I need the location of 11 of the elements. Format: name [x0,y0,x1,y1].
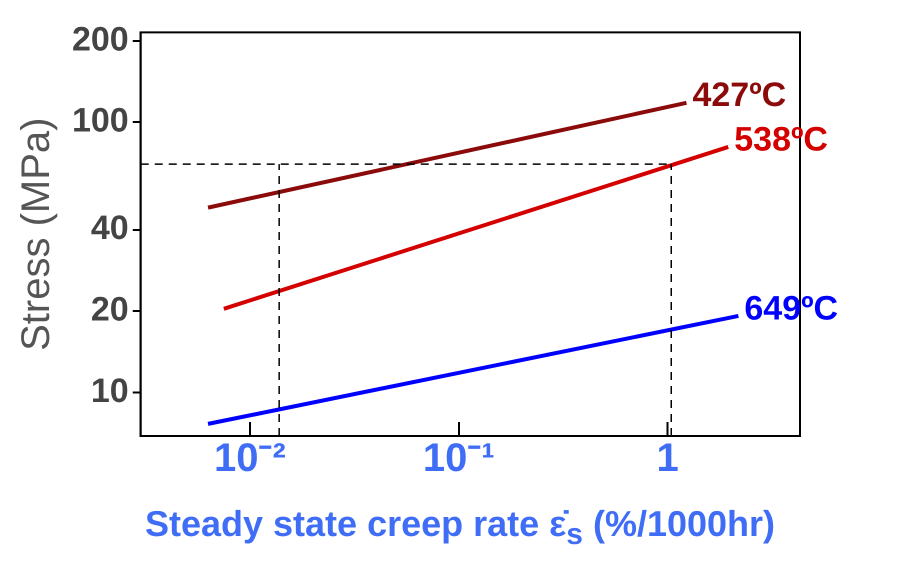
x-tick-label: 10⁻¹ [422,436,495,480]
y-tick-label: 10 [90,372,129,410]
y-tick-label: 100 [72,102,129,140]
x-axis-title: Steady state creep rate ε̇$_{s}$ (%/1000hr) [144,502,776,554]
y-tick-label: 200 [72,20,129,58]
x-tick-label: 1 [656,436,679,480]
series-label: 427ºC [692,76,786,114]
x-tick-label: 10⁻² [214,436,286,480]
y-tick-label: 40 [90,209,129,248]
y-axis-title: Stress (MPa) [14,118,58,351]
y-tick-label: 20 [90,290,129,328]
